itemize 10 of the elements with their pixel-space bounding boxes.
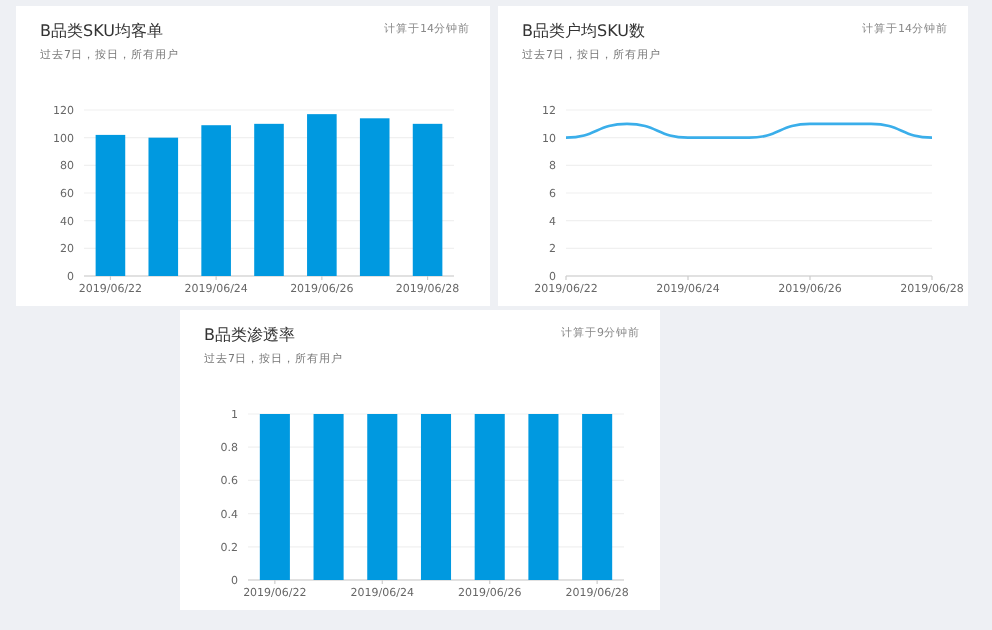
- bar: [95, 134, 126, 276]
- bar: [412, 123, 443, 276]
- bar: [307, 114, 337, 276]
- bar: [148, 137, 179, 276]
- chart-title: B品类SKU均客单: [40, 22, 163, 40]
- chart-title: B品类渗透率: [204, 326, 295, 344]
- chart-title: B品类户均SKU数: [522, 22, 645, 40]
- bar: [359, 118, 390, 276]
- bar: [201, 125, 231, 276]
- bar: [254, 123, 284, 276]
